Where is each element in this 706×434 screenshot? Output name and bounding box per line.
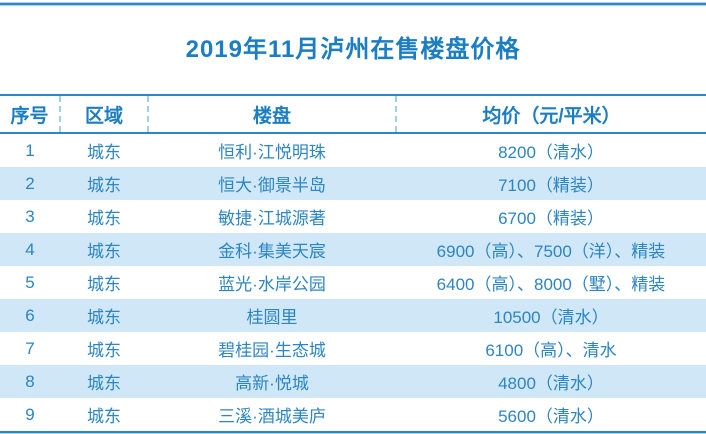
cell-district: 城东 bbox=[87, 242, 121, 262]
table-row: 3 城东 敏捷·江城源著 6700（精装） bbox=[0, 200, 706, 233]
cell-index: 1 bbox=[25, 140, 35, 160]
cell-property: 三溪·酒城美庐 bbox=[218, 407, 326, 427]
cell-index: 8 bbox=[25, 371, 35, 391]
table-row: 7 城东 碧桂园·生态城 6100（高）、清水 bbox=[0, 332, 706, 365]
cell-district: 城东 bbox=[87, 374, 121, 394]
cell-price: 4800（清水） bbox=[498, 374, 604, 394]
column-header-district: 区域 bbox=[59, 95, 148, 134]
cell-price: 6700（精装） bbox=[498, 209, 604, 229]
cell-price: 7100（精装） bbox=[498, 176, 604, 196]
table-row: 5 城东 蓝光·水岸公园 6400（高）、8000（墅）、精装 bbox=[0, 266, 706, 299]
cell-property: 恒大·御景半岛 bbox=[218, 176, 326, 196]
cell-index: 2 bbox=[25, 173, 35, 193]
cell-property: 金科·集美天宸 bbox=[218, 242, 326, 262]
cell-price: 6900（高）、7500（洋）、精装 bbox=[436, 242, 666, 262]
cell-index: 6 bbox=[25, 305, 35, 325]
cell-property: 恒利·江悦明珠 bbox=[218, 143, 326, 163]
cell-property: 蓝光·水岸公园 bbox=[218, 275, 326, 295]
cell-district: 城东 bbox=[87, 176, 121, 196]
table-header: 序号 区域 楼盘 均价（元/平米） bbox=[0, 95, 706, 134]
cell-property: 高新·悦城 bbox=[235, 374, 309, 394]
cell-district: 城东 bbox=[87, 341, 121, 361]
cell-price: 6400（高）、8000（墅）、精装 bbox=[436, 275, 666, 295]
cell-index: 5 bbox=[25, 272, 35, 292]
column-header-property: 楼盘 bbox=[147, 95, 396, 134]
table-row: 9 城东 三溪·酒城美庐 5600（清水） bbox=[0, 398, 706, 432]
table-row: 6 城东 桂圆里 10500（清水） bbox=[0, 299, 706, 333]
cell-price: 5600（清水） bbox=[498, 407, 604, 427]
cell-price: 6100（高）、清水 bbox=[485, 341, 617, 361]
column-header-index: 序号 bbox=[10, 105, 49, 127]
price-table: 序号 区域 楼盘 均价（元/平米） 1 城东 恒利·江悦明珠 8200（清水） 2 城东 恒大·御… bbox=[0, 94, 706, 433]
cell-district: 城东 bbox=[87, 209, 121, 229]
cell-district: 城东 bbox=[87, 143, 121, 163]
cell-property: 碧桂园·生态城 bbox=[218, 341, 326, 361]
header-row: 序号 区域 楼盘 均价（元/平米） bbox=[0, 95, 706, 134]
table-row: 2 城东 恒大·御景半岛 7100（精装） bbox=[0, 167, 706, 201]
cell-index: 3 bbox=[25, 206, 35, 226]
cell-index: 7 bbox=[25, 338, 35, 358]
cell-district: 城东 bbox=[87, 407, 121, 427]
table-body: 1 城东 恒利·江悦明珠 8200（清水） 2 城东 恒大·御景半岛 7100（精装） 3 城东敏… bbox=[0, 133, 706, 433]
cell-district: 城东 bbox=[87, 275, 121, 295]
cell-property: 敏捷·江城源著 bbox=[218, 209, 326, 229]
cell-district: 城东 bbox=[87, 308, 121, 328]
cell-price: 8200（清水） bbox=[498, 143, 604, 163]
column-header-price: 均价（元/平米） bbox=[395, 95, 706, 134]
cell-property: 桂圆里 bbox=[246, 308, 298, 328]
top-rule bbox=[0, 2, 706, 6]
table-row: 4 城东 金科·集美天宸 6900（高）、7500（洋）、精装 bbox=[0, 233, 706, 267]
cell-index: 9 bbox=[25, 404, 35, 424]
cell-index: 4 bbox=[25, 239, 35, 259]
table-row: 1 城东 恒利·江悦明珠 8200（清水） bbox=[0, 133, 706, 167]
table-row: 8 城东 高新·悦城 4800（清水） bbox=[0, 365, 706, 399]
cell-price: 10500（清水） bbox=[493, 308, 609, 328]
page-title: 2019年11月泸州在售楼盘价格 bbox=[185, 36, 521, 64]
